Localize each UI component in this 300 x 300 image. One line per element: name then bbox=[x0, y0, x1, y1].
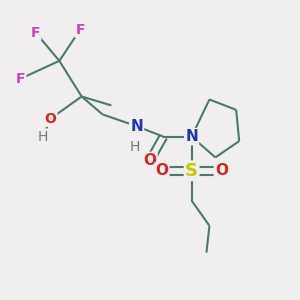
Text: S: S bbox=[185, 162, 198, 180]
Text: O: O bbox=[44, 112, 56, 126]
Text: F: F bbox=[16, 72, 26, 86]
Text: N: N bbox=[130, 119, 143, 134]
Text: N: N bbox=[185, 129, 198, 144]
Text: H: H bbox=[38, 130, 48, 144]
Text: F: F bbox=[75, 22, 85, 37]
Text: O: O bbox=[143, 153, 157, 168]
Text: O: O bbox=[155, 163, 168, 178]
Text: O: O bbox=[215, 163, 228, 178]
Text: F: F bbox=[31, 26, 40, 40]
Text: H: H bbox=[129, 140, 140, 154]
